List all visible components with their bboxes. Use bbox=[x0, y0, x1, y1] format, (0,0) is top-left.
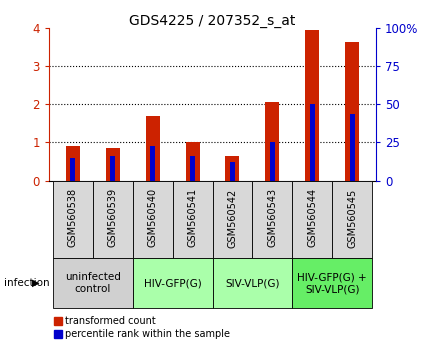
Text: HIV-GFP(G) +
SIV-VLP(G): HIV-GFP(G) + SIV-VLP(G) bbox=[298, 272, 367, 294]
Bar bbox=[305, 30, 319, 181]
Bar bbox=[226, 156, 239, 181]
Bar bbox=[133, 181, 173, 258]
Text: GDS4225 / 207352_s_at: GDS4225 / 207352_s_at bbox=[129, 14, 296, 28]
Bar bbox=[150, 146, 155, 181]
Bar bbox=[212, 258, 292, 308]
Text: infection: infection bbox=[4, 278, 50, 288]
Bar bbox=[252, 181, 292, 258]
Text: GSM560543: GSM560543 bbox=[267, 188, 278, 247]
Text: ▶: ▶ bbox=[32, 278, 40, 288]
Bar bbox=[110, 156, 115, 181]
Text: GSM560538: GSM560538 bbox=[68, 188, 78, 247]
Bar bbox=[270, 143, 275, 181]
Bar bbox=[53, 181, 93, 258]
Bar bbox=[265, 102, 279, 181]
Text: GSM560541: GSM560541 bbox=[187, 188, 198, 247]
Text: GSM560544: GSM560544 bbox=[307, 188, 317, 247]
Bar bbox=[212, 181, 252, 258]
Bar bbox=[93, 181, 133, 258]
Bar bbox=[350, 114, 354, 181]
Text: GSM560540: GSM560540 bbox=[147, 188, 158, 247]
Bar bbox=[71, 158, 75, 181]
Text: uninfected
control: uninfected control bbox=[65, 272, 121, 294]
Bar bbox=[292, 258, 372, 308]
Bar bbox=[292, 181, 332, 258]
Bar bbox=[186, 142, 199, 181]
Text: GSM560539: GSM560539 bbox=[108, 188, 118, 247]
Bar bbox=[190, 156, 195, 181]
Bar bbox=[345, 42, 359, 181]
Bar bbox=[173, 181, 212, 258]
Bar bbox=[106, 148, 120, 181]
Bar bbox=[310, 104, 314, 181]
Bar bbox=[66, 146, 80, 181]
Text: HIV-GFP(G): HIV-GFP(G) bbox=[144, 278, 201, 288]
Text: GSM560542: GSM560542 bbox=[227, 188, 238, 247]
Legend: transformed count, percentile rank within the sample: transformed count, percentile rank withi… bbox=[54, 316, 230, 339]
Bar bbox=[230, 161, 235, 181]
Text: SIV-VLP(G): SIV-VLP(G) bbox=[225, 278, 280, 288]
Bar bbox=[332, 181, 372, 258]
Bar bbox=[133, 258, 212, 308]
Bar bbox=[146, 116, 160, 181]
Text: GSM560545: GSM560545 bbox=[347, 188, 357, 247]
Bar bbox=[53, 258, 133, 308]
